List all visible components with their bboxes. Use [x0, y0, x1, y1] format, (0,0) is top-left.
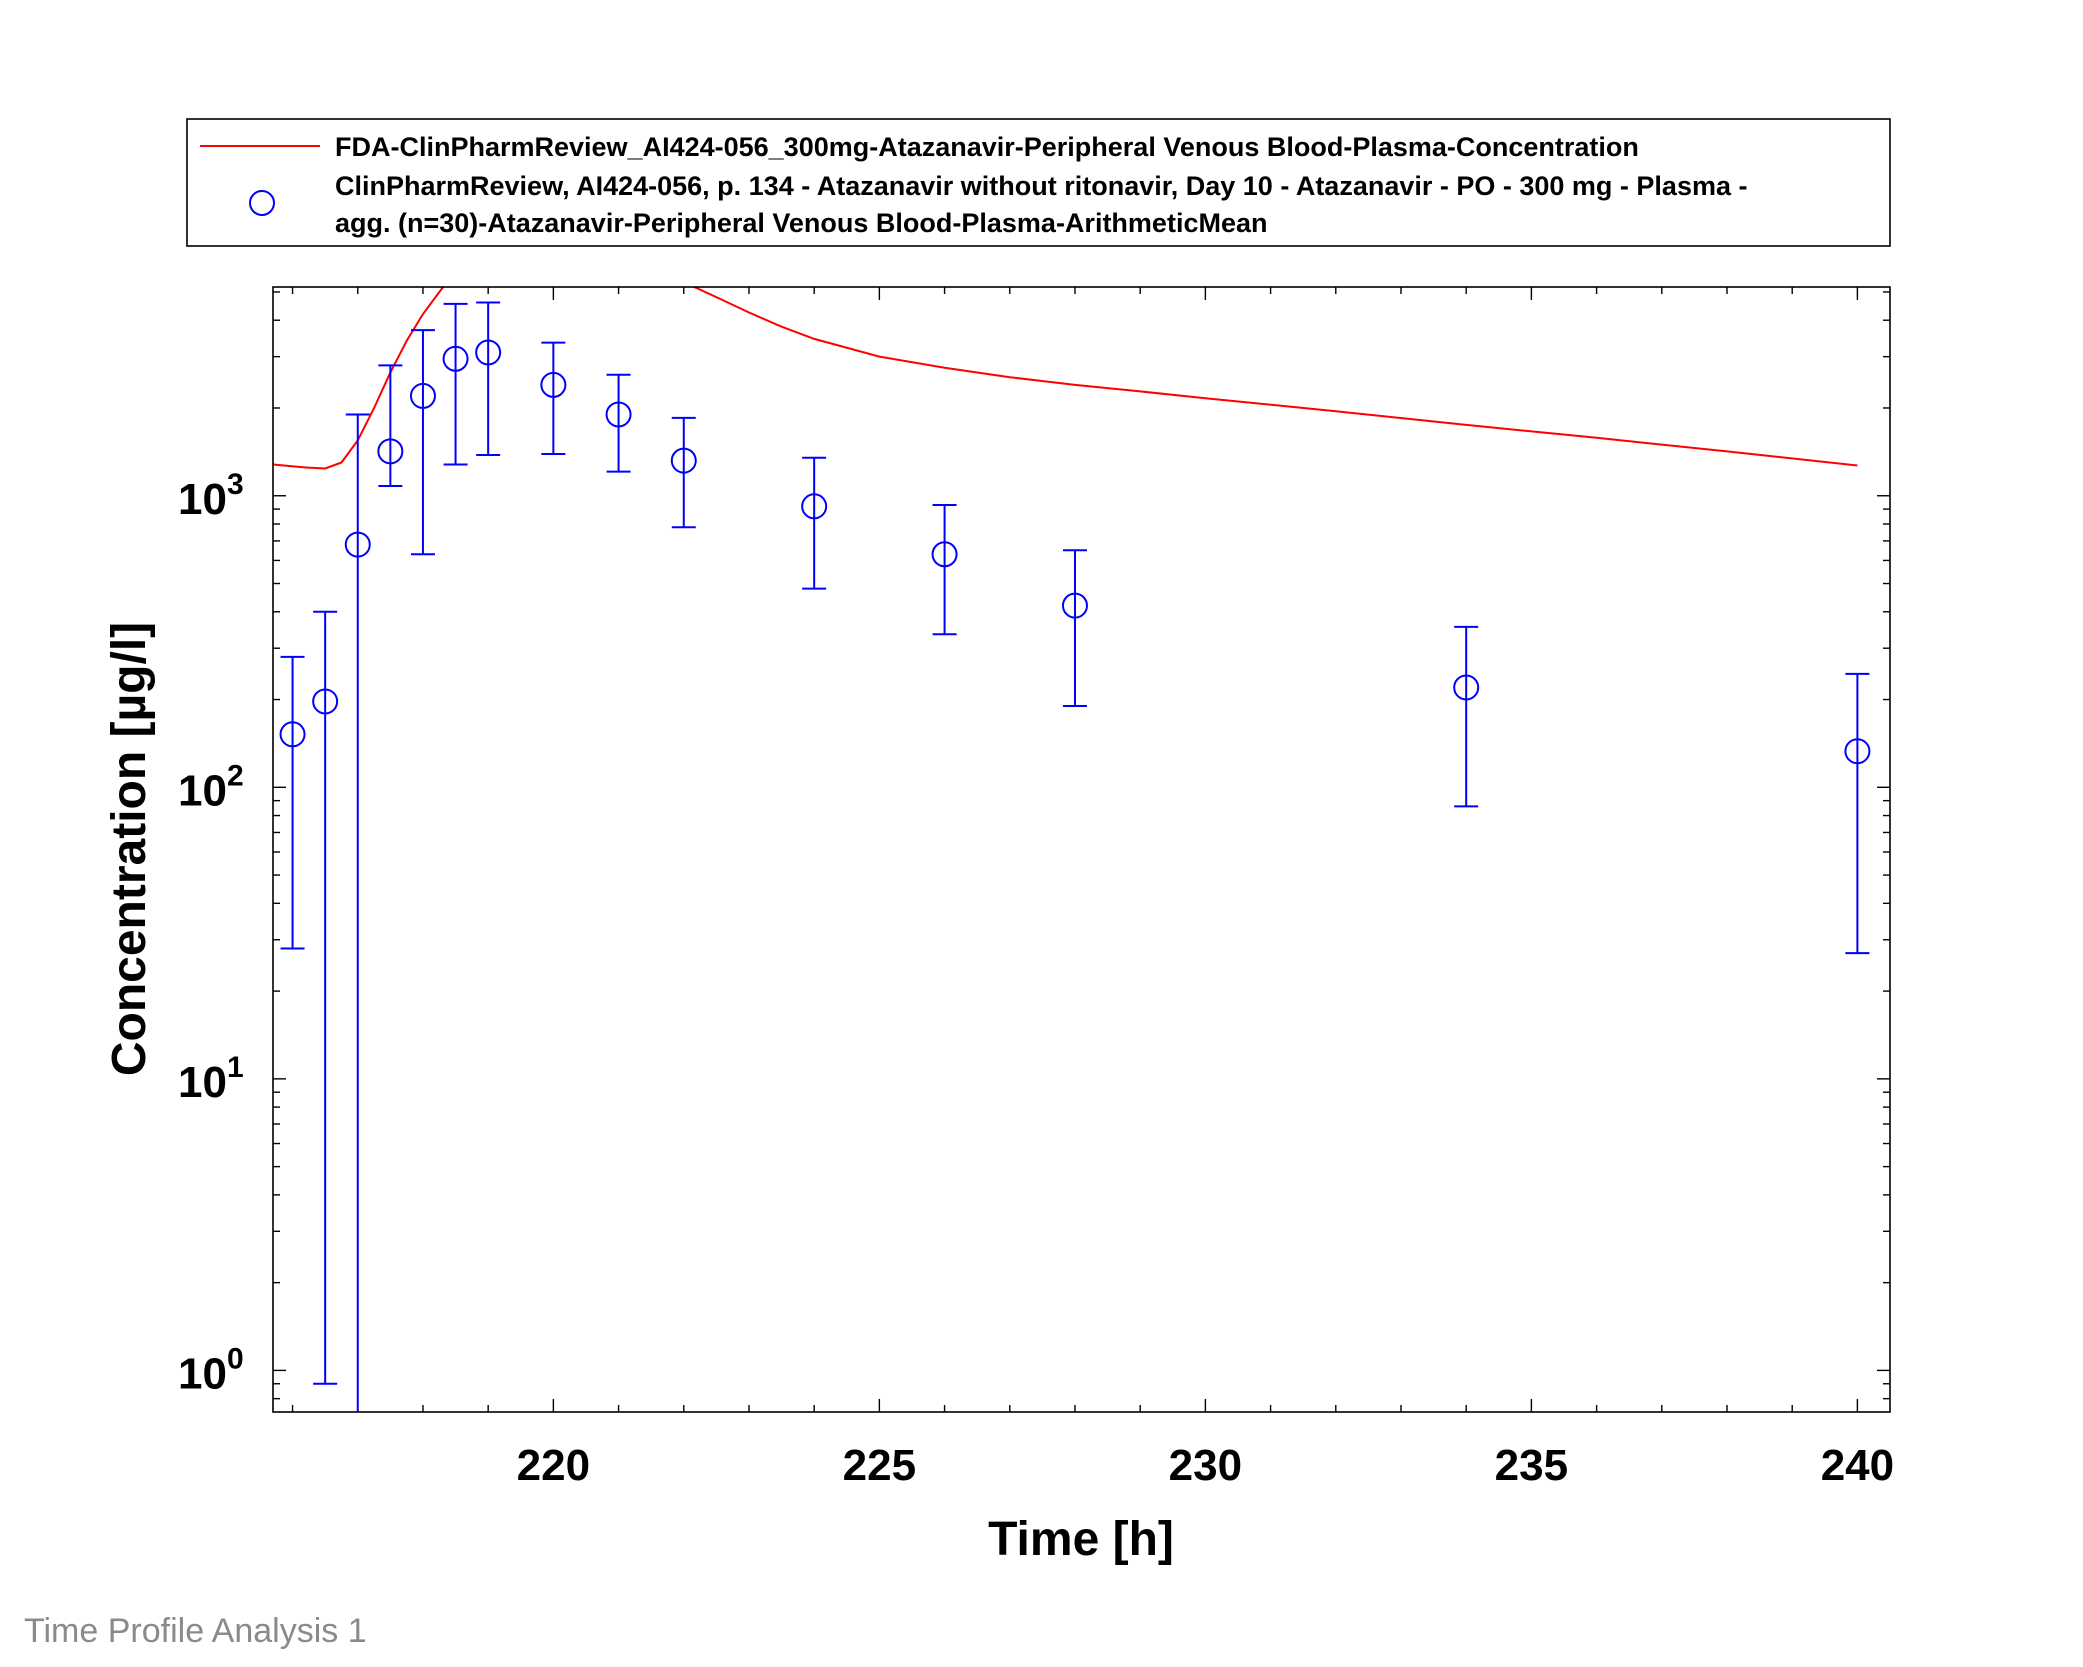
observed-point [279, 721, 306, 748]
x-tick-label: 240 [1821, 1441, 1894, 1490]
observed-point [540, 371, 567, 398]
y-tick-label: 101 [178, 1051, 244, 1107]
observed-point [605, 401, 632, 428]
y-tick-label: 100 [178, 1342, 244, 1398]
x-tick-label: 220 [517, 1441, 590, 1490]
observed-point [344, 531, 371, 558]
observed-point [312, 688, 339, 715]
y-axis-label: Concentration [µg/l] [103, 622, 156, 1076]
y-tick-label: 103 [178, 468, 244, 524]
x-tick-label: 225 [843, 1441, 916, 1490]
y-tick-label-base: 10 [178, 475, 227, 524]
observed-point [670, 447, 697, 474]
y-tick-label-exponent: 1 [227, 1051, 244, 1084]
legend-marker-observed [249, 190, 275, 216]
plot-area [273, 287, 1890, 1412]
observed-point [409, 382, 436, 409]
data-layer [273, 287, 1871, 1412]
observed-point [1844, 738, 1871, 765]
axis-ticks [273, 287, 1890, 1412]
legend-box [186, 118, 1891, 247]
legend-label-observed-line1: ClinPharmReview, AI424-056, p. 134 - Ata… [335, 171, 1747, 201]
observed-point [377, 438, 404, 465]
legend: FDA-ClinPharmReview_AI424-056_300mg-Ataz… [186, 118, 1891, 247]
observed-point [931, 541, 958, 568]
simulation-line [273, 287, 1858, 470]
y-tick-label-base: 10 [178, 1349, 227, 1398]
observed-point [801, 493, 828, 520]
x-axis-label: Time [h] [988, 1513, 1174, 1566]
y-tick-label: 102 [178, 759, 244, 815]
y-tick-label-exponent: 0 [227, 1342, 244, 1375]
y-tick-label-base: 10 [178, 1058, 227, 1107]
observed-point [1061, 592, 1088, 619]
y-tick-label-exponent: 3 [227, 468, 244, 501]
analysis-footer: Time Profile Analysis 1 [24, 1612, 367, 1650]
x-tick-label: 230 [1169, 1441, 1242, 1490]
plot-frame [272, 286, 1891, 1413]
observed-point [1453, 674, 1480, 701]
legend-label-observed-line2: agg. (n=30)-Atazanavir-Peripheral Venous… [335, 208, 1267, 238]
x-tick-label: 235 [1495, 1441, 1568, 1490]
legend-label-simulation: FDA-ClinPharmReview_AI424-056_300mg-Ataz… [335, 132, 1639, 162]
y-tick-label-base: 10 [178, 766, 227, 815]
observed-point [475, 339, 502, 366]
y-tick-label-exponent: 2 [227, 759, 244, 792]
observed-point [442, 345, 469, 372]
